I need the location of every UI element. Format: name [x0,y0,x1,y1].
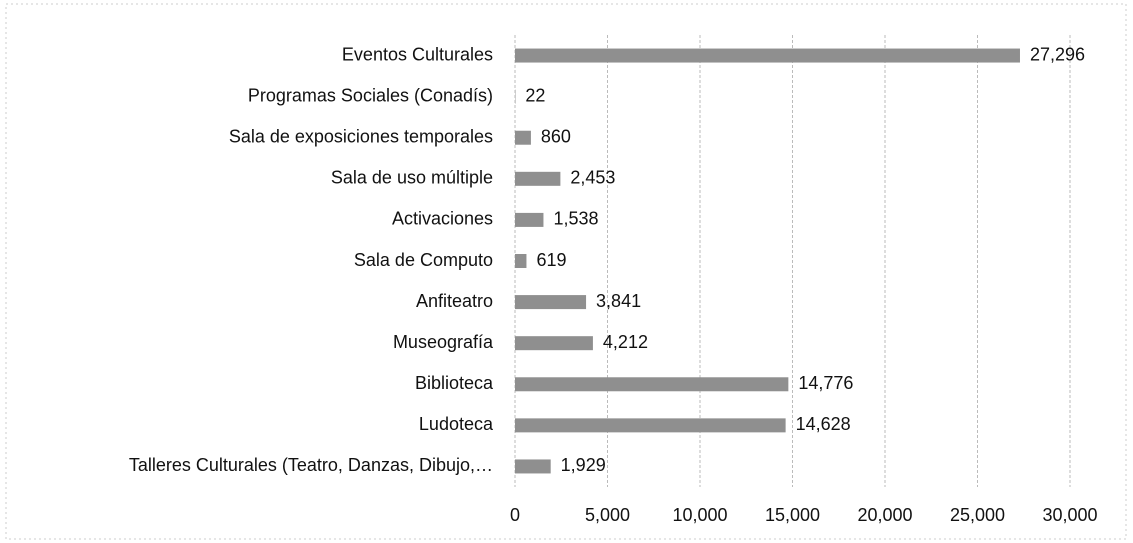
y-tick-label: Eventos Culturales [342,44,493,64]
y-tick-label: Sala de exposiciones temporales [229,126,493,146]
chart-border [5,3,1127,540]
data-label: 860 [541,126,571,146]
x-tick-label: 15,000 [765,505,820,525]
bar [515,171,561,186]
bar [515,377,789,392]
data-label: 27,296 [1030,44,1085,64]
data-label: 2,453 [570,168,615,188]
x-tick-label: 30,000 [1042,505,1097,525]
data-label: 14,776 [798,373,853,393]
bar [515,48,1020,63]
x-tick-label: 5,000 [585,505,630,525]
y-tick-label: Sala de uso múltiple [331,168,493,188]
y-tick-label: Programas Sociales (Conadís) [248,85,493,105]
y-tick-label: Sala de Computo [354,250,493,270]
x-tick-label: 10,000 [672,505,727,525]
y-tick-label: Biblioteca [415,373,494,393]
x-tick-label: 0 [510,505,520,525]
bar [515,459,551,474]
y-tick-label: Ludoteca [419,414,494,434]
bar [515,130,531,145]
y-tick-label: Talleres Culturales (Teatro, Danzas, Dib… [129,455,493,475]
data-label: 14,628 [796,414,851,434]
bar [515,212,544,227]
bar [515,418,786,433]
x-tick-label: 25,000 [950,505,1005,525]
data-label: 619 [536,250,566,270]
data-label: 4,212 [603,332,648,352]
data-label: 1,929 [561,455,606,475]
data-label: 1,538 [553,209,598,229]
y-tick-label: Activaciones [392,209,493,229]
bar [515,295,587,310]
bar [515,254,527,268]
y-tick-label: Anfiteatro [416,291,493,311]
data-label: 22 [525,85,545,105]
y-tick-label: Museografía [393,332,494,352]
bar [515,336,593,351]
data-label: 3,841 [596,291,641,311]
x-tick-label: 20,000 [857,505,912,525]
